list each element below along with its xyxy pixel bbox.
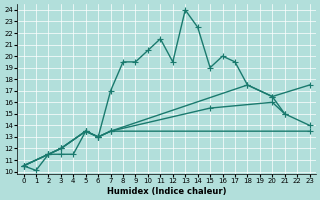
X-axis label: Humidex (Indice chaleur): Humidex (Indice chaleur) (107, 187, 226, 196)
